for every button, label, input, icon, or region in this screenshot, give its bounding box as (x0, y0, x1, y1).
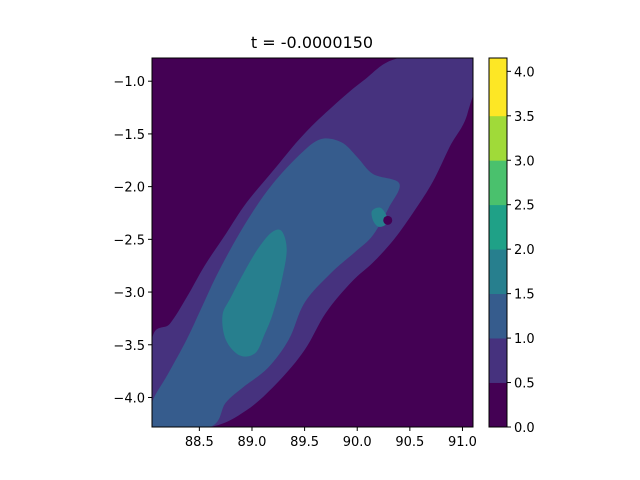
x-tick-label: 90.5 (395, 435, 424, 450)
y-tick-label: −4.0 (113, 391, 145, 406)
contour-region-3 (222, 229, 287, 357)
colorbar-tick-label: 2.5 (514, 199, 535, 214)
colorbar-band (489, 204, 507, 250)
colorbar-band (489, 115, 507, 161)
x-tick-label: 91.0 (448, 435, 477, 450)
colorbar-tick-label: 0.0 (514, 421, 535, 436)
colorbar-band (489, 249, 507, 295)
colorbar-tick-label: 4.0 (514, 65, 535, 80)
colorbar: 0.0 0.5 1.0 1.5 2.0 2.5 3.0 3.5 4.0 (488, 57, 535, 436)
contour-region-4 (371, 207, 388, 227)
x-tick-label: 89.0 (238, 435, 267, 450)
marker-point (383, 215, 393, 225)
chart-title: t = -0.0000150 (251, 33, 373, 52)
colorbar-tick-label: 1.5 (514, 288, 535, 303)
plot-area (152, 58, 473, 427)
colorbar-band (489, 338, 507, 383)
x-tick-label: 89.5 (290, 435, 319, 450)
y-tick-label: −3.5 (113, 339, 145, 354)
plot-frame (151, 57, 474, 428)
y-tick-label: −3.0 (113, 286, 145, 301)
x-axis: 88.5 89.0 89.5 90.0 90.5 91.0 (185, 427, 477, 450)
colorbar-band (489, 382, 507, 428)
colorbar-band (489, 160, 507, 206)
x-tick-label: 90.0 (343, 435, 372, 450)
colorbar-frame (488, 57, 508, 428)
colorbar-tick-label: 3.0 (514, 154, 535, 169)
y-tick-label: −2.0 (113, 181, 145, 196)
x-tick-label: 88.5 (185, 435, 214, 450)
y-tick-label: −2.5 (113, 233, 145, 248)
colorbar-band (489, 293, 507, 339)
y-axis: −1.0 −1.5 −2.0 −2.5 −3.0 −3.5 −4.0 (113, 75, 152, 406)
colorbar-tick-label: 3.5 (514, 110, 535, 125)
colorbar-tick-label: 1.0 (514, 332, 535, 347)
y-tick-label: −1.0 (113, 75, 145, 90)
colorbar-band (489, 58, 507, 117)
colorbar-tick-label: 0.5 (514, 377, 535, 392)
y-tick-label: −1.5 (113, 128, 145, 143)
colorbar-tick-label: 2.0 (514, 243, 535, 258)
